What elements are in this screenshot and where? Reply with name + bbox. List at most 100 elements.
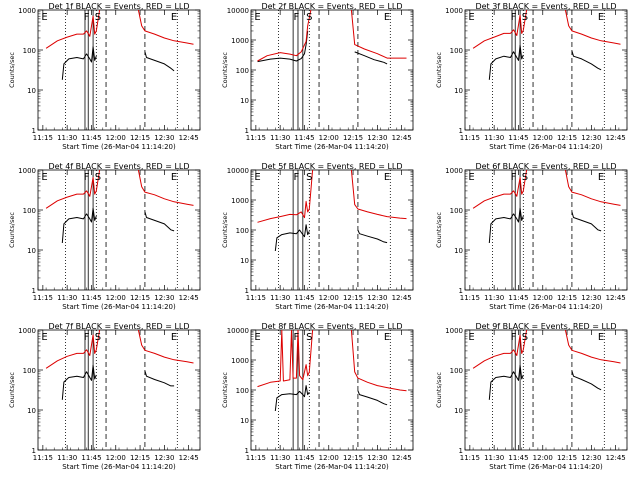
x-tick-label: 11:30 bbox=[270, 134, 290, 142]
x-tick-label: 11:30 bbox=[57, 134, 77, 142]
y-tick-label: 100 bbox=[23, 207, 36, 215]
x-tick-label: 12:15 bbox=[557, 294, 577, 302]
series-group bbox=[472, 330, 621, 400]
x-tick-label: 12:45 bbox=[392, 454, 412, 462]
lld-series-line bbox=[472, 10, 528, 49]
x-axis-label: Start Time (26-Mar-04 11:14:20) bbox=[489, 303, 603, 311]
lld-series-line bbox=[137, 10, 194, 45]
panel-title: Det 7f BLACK = Events, RED = LLD bbox=[48, 322, 189, 331]
detector-panel-1: Det 1f BLACK = Events, RED = LLD 1 10 100 10… bbox=[8, 2, 201, 151]
x-tick-label: 12:30 bbox=[581, 134, 601, 142]
y-tick-label: 1 bbox=[459, 447, 463, 455]
y-tick-label: 1000 bbox=[18, 167, 36, 175]
events-series-line bbox=[144, 211, 175, 232]
lld-series-line bbox=[45, 170, 101, 209]
x-tick-label: 12:00 bbox=[533, 134, 553, 142]
x-tick-label: 12:45 bbox=[392, 294, 412, 302]
phase-marker-label: E bbox=[41, 332, 47, 343]
lld-series-line bbox=[472, 170, 528, 209]
x-tick-label: 11:45 bbox=[81, 454, 101, 462]
events-series-line bbox=[274, 224, 310, 252]
x-tick-label: 12:45 bbox=[179, 294, 199, 302]
events-series-line bbox=[61, 207, 97, 244]
x-tick-label: 11:30 bbox=[57, 294, 77, 302]
y-axis-label: Counts/sec bbox=[8, 212, 16, 248]
y-tick-label: 1 bbox=[245, 287, 249, 295]
phase-marker-label: E bbox=[254, 12, 260, 23]
y-tick-label: 10 bbox=[240, 417, 249, 425]
lld-series-line bbox=[257, 330, 314, 388]
events-series-line bbox=[488, 364, 524, 400]
x-tick-label: 12:45 bbox=[606, 294, 626, 302]
phase-marker-label: F bbox=[84, 12, 90, 23]
phase-marker-label: S bbox=[522, 172, 528, 183]
detector-panel-8: Det 8f BLACK = Events, RED = LLD 1 10 100 10… bbox=[221, 322, 414, 471]
events-series-line bbox=[144, 51, 175, 72]
y-tick-label: 10 bbox=[454, 407, 463, 415]
lld-series-line bbox=[137, 170, 194, 206]
detector-panel-5: Det 5f BLACK = Events, RED = LLD 1 10 100 10… bbox=[221, 162, 414, 311]
x-tick-label: 11:45 bbox=[81, 294, 101, 302]
y-tick-label: 100 bbox=[23, 47, 36, 55]
x-tick-label: 11:45 bbox=[508, 454, 528, 462]
x-tick-label: 12:45 bbox=[179, 454, 199, 462]
phase-marker-label: F bbox=[511, 12, 517, 23]
panel-title: Det 9f BLACK = Events, RED = LLD bbox=[475, 322, 616, 331]
x-axis-label: Start Time (26-Mar-04 11:14:20) bbox=[275, 463, 389, 471]
y-tick-label: 10 bbox=[27, 247, 36, 255]
panel-title: Det 3f BLACK = Events, RED = LLD bbox=[475, 2, 616, 11]
events-series-line bbox=[488, 44, 524, 80]
lld-series-line bbox=[45, 330, 101, 369]
y-tick-label: 10 bbox=[454, 87, 463, 95]
y-tick-label: 1 bbox=[459, 287, 463, 295]
phase-marker-label: E bbox=[384, 172, 390, 183]
phase-marker-label: E bbox=[41, 172, 47, 183]
events-series-line bbox=[257, 30, 309, 63]
x-tick-label: 11:30 bbox=[270, 294, 290, 302]
x-tick-label: 12:45 bbox=[606, 134, 626, 142]
x-tick-label: 12:00 bbox=[106, 134, 126, 142]
x-tick-label: 12:30 bbox=[154, 454, 174, 462]
series-group bbox=[257, 10, 407, 65]
y-tick-label: 1000 bbox=[445, 167, 463, 175]
phase-marker-label: E bbox=[468, 332, 474, 343]
x-tick-label: 12:15 bbox=[343, 134, 363, 142]
x-tick-label: 12:15 bbox=[343, 294, 363, 302]
events-series-line bbox=[571, 370, 602, 391]
x-tick-label: 11:45 bbox=[294, 134, 314, 142]
phase-marker-label: E bbox=[254, 332, 260, 343]
phase-marker-label: S bbox=[306, 332, 312, 343]
series-group bbox=[45, 170, 194, 244]
x-tick-label: 12:45 bbox=[392, 134, 412, 142]
y-tick-label: 1000 bbox=[445, 7, 463, 15]
phase-marker-label: S bbox=[95, 332, 101, 343]
events-series-line bbox=[144, 370, 175, 387]
y-tick-label: 1 bbox=[32, 447, 36, 455]
y-tick-label: 1000 bbox=[18, 7, 36, 15]
panel-title: Det 5f BLACK = Events, RED = LLD bbox=[261, 162, 402, 171]
phase-marker-label: F bbox=[84, 172, 90, 183]
y-tick-label: 100 bbox=[23, 367, 36, 375]
x-axis-label: Start Time (26-Mar-04 11:14:20) bbox=[275, 303, 389, 311]
y-tick-label: 10000 bbox=[227, 167, 249, 175]
phase-marker-label: S bbox=[522, 12, 528, 23]
y-axis-label: Counts/sec bbox=[435, 212, 443, 248]
y-tick-label: 10 bbox=[27, 87, 36, 95]
x-tick-label: 12:30 bbox=[581, 294, 601, 302]
plot-frame bbox=[37, 169, 201, 291]
panel-title: Det 2f BLACK = Events, RED = LLD bbox=[261, 2, 402, 11]
y-axis-label: Counts/sec bbox=[435, 52, 443, 88]
phase-marker-label: F bbox=[293, 12, 299, 23]
x-tick-label: 11:15 bbox=[460, 294, 480, 302]
x-tick-label: 12:00 bbox=[319, 454, 339, 462]
phase-marker-label: E bbox=[598, 172, 604, 183]
detector-panel-4: Det 4f BLACK = Events, RED = LLD 1 10 100 10… bbox=[8, 162, 201, 311]
y-tick-label: 1 bbox=[459, 127, 463, 135]
series-group bbox=[45, 330, 194, 400]
lld-series-line bbox=[472, 330, 528, 369]
lld-series-line bbox=[137, 330, 194, 364]
plot-frame bbox=[250, 329, 414, 451]
phase-marker-label: S bbox=[95, 12, 101, 23]
phase-marker-label: E bbox=[171, 12, 177, 23]
detector-panel-3: Det 3f BLACK = Events, RED = LLD 1 10 100 10… bbox=[435, 2, 628, 151]
